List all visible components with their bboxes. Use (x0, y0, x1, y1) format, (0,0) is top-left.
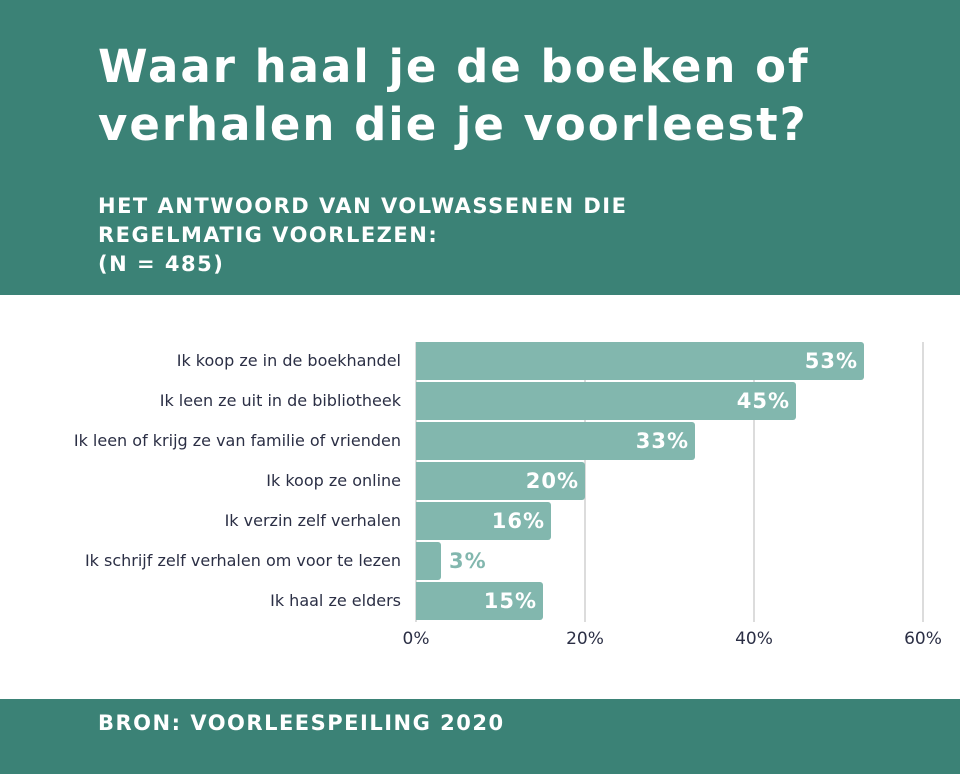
x-tick-60: 60% (904, 629, 942, 649)
category-label: Ik leen ze uit in de bibliotheek (159, 391, 401, 410)
category-label: Ik schrijf zelf verhalen om voor te leze… (84, 551, 401, 570)
gridline-20 (584, 342, 586, 622)
value-label: 20% (525, 469, 579, 493)
subtitle-line-1: HET ANTWOORD VAN VOLWASSENEN DIE (98, 194, 628, 218)
source-note: BRON: VOORLEESPEILING 2020 (98, 711, 505, 735)
x-tick-40: 40% (735, 629, 773, 649)
category-label: Ik verzin zelf verhalen (224, 511, 401, 530)
category-label: Ik haal ze elders (270, 591, 401, 610)
gridline-40 (753, 342, 755, 622)
x-tick-20: 20% (566, 629, 604, 649)
bar (416, 422, 695, 460)
value-label: 33% (635, 429, 689, 453)
footer-banner: BRON: VOORLEESPEILING 2020 (0, 699, 960, 774)
bar (416, 502, 551, 540)
value-label: 15% (483, 589, 537, 613)
gridline-60 (922, 342, 924, 622)
value-label: 16% (491, 509, 545, 533)
bar (416, 582, 543, 620)
x-tick-0: 0% (402, 629, 430, 649)
value-label: 45% (736, 389, 790, 413)
bar (416, 462, 585, 500)
header-banner: Waar haal je de boeken of verhalen die j… (0, 0, 960, 295)
category-label: Ik koop ze online (266, 471, 401, 490)
subtitle-sample-size: (N = 485) (98, 252, 225, 276)
value-label: 3% (449, 549, 487, 573)
page-title: Waar haal je de boeken of verhalen die j… (98, 40, 810, 151)
value-label: 53% (804, 349, 858, 373)
category-label: Ik koop ze in de boekhandel (176, 351, 401, 370)
bar (416, 342, 864, 380)
category-label: Ik leen of krijg ze van familie of vrien… (73, 431, 401, 450)
bar-chart: Ik koop ze in de boekhandel 53% Ik leen ze… (0, 295, 960, 699)
chart-subtitle: HET ANTWOORD VAN VOLWASSENEN DIE REGELMA… (98, 192, 858, 279)
bar (416, 542, 441, 580)
bar (416, 382, 796, 420)
subtitle-line-2: REGELMATIG VOORLEZEN: (98, 223, 439, 247)
